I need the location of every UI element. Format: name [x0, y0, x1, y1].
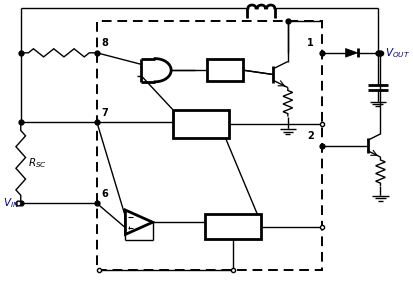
Text: $R_{SC}$: $R_{SC}$ — [28, 156, 47, 170]
Bar — [205, 214, 261, 239]
Text: 2: 2 — [306, 131, 313, 141]
Bar — [173, 110, 229, 138]
Text: 8: 8 — [101, 38, 107, 49]
Polygon shape — [345, 49, 357, 57]
Text: 7: 7 — [101, 108, 107, 118]
Text: 1: 1 — [306, 38, 313, 49]
Text: $V_{OUT}$: $V_{OUT}$ — [384, 46, 409, 60]
Text: 6: 6 — [101, 189, 107, 199]
Bar — [207, 59, 243, 81]
Text: $V_{IN}$: $V_{IN}$ — [3, 196, 19, 210]
Bar — [97, 21, 321, 270]
